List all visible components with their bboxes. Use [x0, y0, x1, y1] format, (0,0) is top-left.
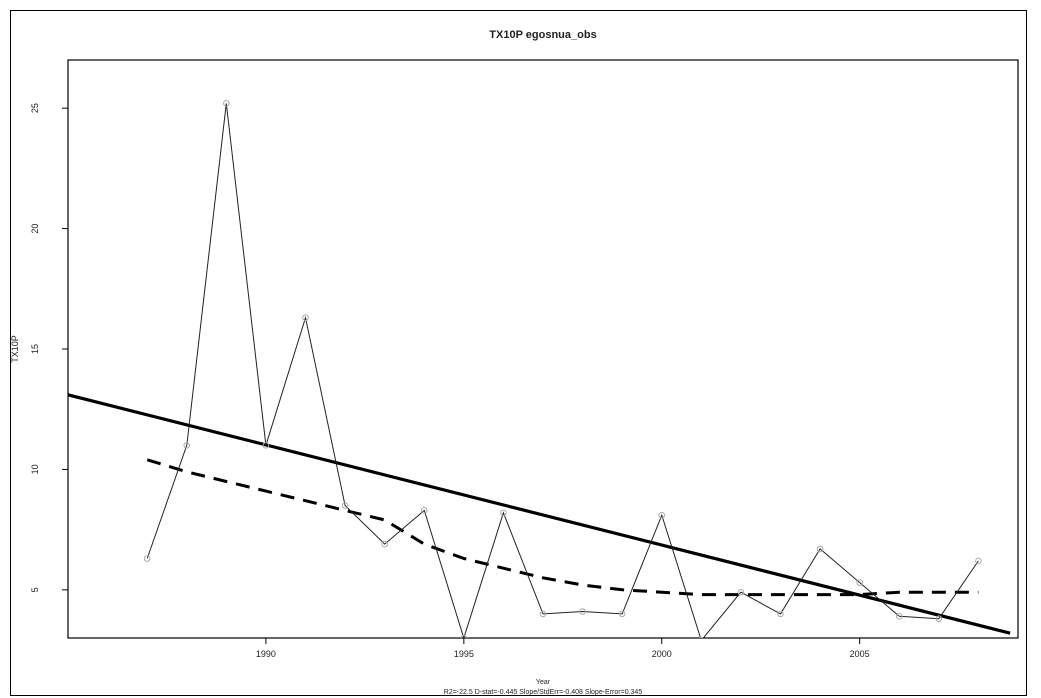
figure-frame: [10, 10, 1027, 696]
observed-data-point: [856, 579, 863, 586]
y-tick-label: 10: [30, 464, 40, 474]
x-tick-label: 1995: [454, 649, 474, 659]
y-axis-label: TX10P: [10, 335, 20, 363]
series-group: [68, 100, 1011, 638]
observed-data-point: [381, 540, 388, 548]
linear-trend-line: [68, 393, 1011, 635]
observed-data-point: [579, 608, 586, 615]
observed-data-point: [183, 442, 191, 449]
observed-data-point: [262, 442, 270, 449]
observed-data-point: [618, 610, 626, 618]
x-axis-label: Year: [536, 679, 551, 686]
y-tick-label: 15: [30, 344, 40, 354]
observed-data-point: [302, 314, 309, 321]
smoothed-trend-line: [146, 458, 979, 597]
observed-data-point: [935, 615, 943, 623]
observed-data-point: [777, 610, 784, 618]
y-tick-label: 25: [30, 103, 40, 113]
x-axis: 1990 1995 2000 2005: [256, 637, 870, 659]
observed-data-point: [816, 545, 824, 553]
observed-series-line: [146, 103, 979, 638]
series-layer: [68, 100, 1011, 638]
observed-data-point: [699, 637, 704, 638]
observed-data-point: [895, 613, 903, 620]
plot-area-box: [67, 59, 1019, 639]
x-tick-label: 2005: [850, 649, 870, 659]
chart-title: TX10P egosnua_obs: [489, 29, 596, 41]
x-tick-label: 1990: [256, 649, 276, 659]
x-tick-label: 2000: [652, 649, 672, 659]
y-tick-label: 20: [30, 224, 40, 234]
statistics-footer: R2=-22.5 D-stat=-0.445 Slope/StdErr=-0.4…: [444, 689, 643, 696]
observed-data-point: [737, 588, 745, 596]
observed-data-point: [975, 557, 982, 565]
observed-data-point: [341, 502, 349, 509]
y-axis: 5 10 15 20 25: [30, 103, 69, 592]
observed-data-point: [143, 555, 151, 562]
observed-data-point: [223, 100, 230, 107]
observed-data-point: [539, 610, 547, 618]
observed-data-point: [420, 507, 428, 514]
y-tick-label: 5: [30, 587, 40, 592]
observed-data-point: [500, 509, 507, 517]
observed-data-point: [460, 634, 468, 638]
observed-data-point: [658, 511, 666, 519]
